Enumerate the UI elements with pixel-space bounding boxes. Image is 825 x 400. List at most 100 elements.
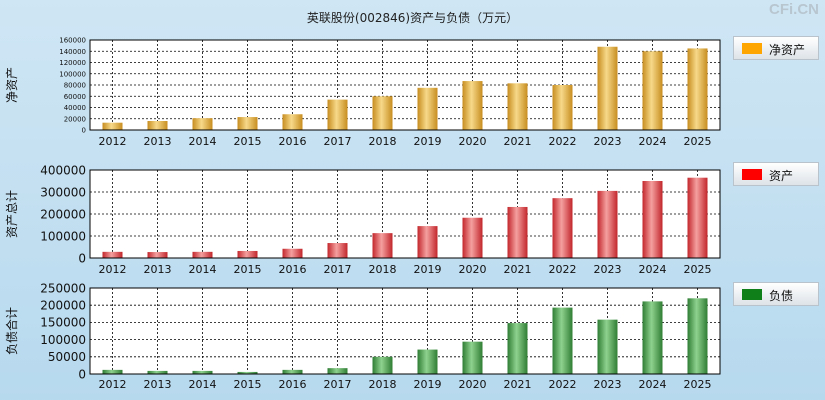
x-tick-label-liabilities: 2022 [549, 378, 577, 391]
y-axis-label-liabilities: 负债合计 [4, 307, 19, 355]
x-tick-label-assets: 2017 [324, 263, 352, 276]
bar-net-assets-2014 [192, 118, 213, 130]
y-tick-label-net-assets: 120000 [59, 59, 86, 67]
bar-net-assets-2013 [147, 121, 168, 130]
bar-assets-2014 [192, 251, 213, 258]
legend-liabilities: 负债 [733, 282, 819, 306]
x-tick-label-net-assets: 2017 [324, 135, 352, 148]
bar-net-assets-2019 [417, 87, 438, 130]
bar-net-assets-2020 [462, 81, 483, 130]
x-tick-label-net-assets: 2014 [189, 135, 217, 148]
x-tick-label-liabilities: 2018 [369, 378, 397, 391]
x-tick-label-assets: 2014 [189, 263, 217, 276]
x-tick-label-assets: 2021 [504, 263, 532, 276]
bar-liabilities-2015 [237, 371, 258, 374]
x-tick-label-net-assets: 2020 [459, 135, 487, 148]
bar-liabilities-2014 [192, 370, 213, 374]
legend-label-net-assets: 净资产 [769, 43, 806, 57]
y-tick-label-assets: 400000 [40, 163, 86, 177]
bar-liabilities-2019 [417, 349, 438, 374]
bar-liabilities-2024 [642, 301, 663, 374]
x-tick-label-liabilities: 2025 [684, 378, 712, 391]
bar-net-assets-2021 [507, 83, 528, 130]
chart-title: 英联股份(002846)资产与负债（万元） [306, 11, 519, 25]
legend-swatch-net-assets [742, 43, 762, 54]
x-tick-label-assets: 2013 [144, 263, 172, 276]
y-tick-label-net-assets: 160000 [59, 37, 86, 45]
plot-area-assets [90, 170, 720, 258]
x-tick-label-assets: 2024 [639, 263, 667, 276]
bar-net-assets-2024 [642, 51, 663, 130]
bar-liabilities-2020 [462, 341, 483, 374]
bar-liabilities-2022 [552, 307, 573, 374]
x-tick-label-net-assets: 2024 [639, 135, 667, 148]
bar-assets-2019 [417, 226, 438, 258]
y-tick-label-net-assets: 20000 [64, 115, 86, 123]
x-tick-label-net-assets: 2018 [369, 135, 397, 148]
x-tick-label-liabilities: 2017 [324, 378, 352, 391]
legend-swatch-assets [742, 169, 762, 180]
plot-area-net-assets [90, 40, 720, 130]
bar-net-assets-2022 [552, 85, 573, 130]
x-tick-label-assets: 2020 [459, 263, 487, 276]
y-tick-label-liabilities: 50000 [48, 350, 86, 364]
plot-border-liabilities [89, 287, 721, 375]
y-tick-label-net-assets: 60000 [64, 93, 86, 101]
y-tick-label-assets: 200000 [40, 207, 86, 221]
y-tick-label-liabilities: 250000 [40, 281, 86, 295]
y-tick-label-net-assets: 80000 [64, 82, 86, 90]
y-tick-label-assets: 300000 [40, 185, 86, 199]
y-tick-label-net-assets: 40000 [64, 104, 86, 112]
x-tick-label-liabilities: 2024 [639, 378, 667, 391]
bar-net-assets-2017 [327, 99, 348, 130]
bar-assets-2022 [552, 198, 573, 258]
x-tick-label-liabilities: 2014 [189, 378, 217, 391]
y-tick-label-liabilities: 150000 [40, 316, 86, 330]
x-tick-label-net-assets: 2012 [99, 135, 127, 148]
legend-net-assets: 净资产 [733, 36, 819, 60]
y-axis-label-net-assets: 净资产 [5, 67, 19, 103]
plot-area-liabilities [90, 288, 720, 374]
bar-net-assets-2012 [102, 122, 123, 130]
y-tick-label-assets: 100000 [40, 229, 86, 243]
bar-liabilities-2018 [372, 356, 393, 374]
y-tick-label-net-assets: 100000 [59, 70, 86, 78]
bar-liabilities-2013 [147, 370, 168, 374]
bar-assets-2025 [687, 177, 708, 258]
x-tick-label-liabilities: 2016 [279, 378, 307, 391]
x-tick-label-assets: 2023 [594, 263, 622, 276]
bar-assets-2015 [237, 250, 258, 258]
x-tick-label-assets: 2015 [234, 263, 262, 276]
x-tick-label-liabilities: 2019 [414, 378, 442, 391]
bar-assets-2020 [462, 217, 483, 258]
plot-border-net-assets [89, 39, 721, 131]
x-tick-label-liabilities: 2013 [144, 378, 172, 391]
x-tick-label-liabilities: 2023 [594, 378, 622, 391]
y-axis-label-assets: 资产总计 [5, 190, 19, 238]
bar-net-assets-2018 [372, 96, 393, 130]
bar-liabilities-2023 [597, 319, 618, 374]
legend-assets: 资产 [733, 162, 819, 186]
x-tick-label-net-assets: 2021 [504, 135, 532, 148]
plot-border-assets [89, 169, 721, 259]
x-tick-label-assets: 2016 [279, 263, 307, 276]
x-tick-label-net-assets: 2019 [414, 135, 442, 148]
y-tick-label-assets: 0 [78, 251, 86, 265]
x-tick-label-net-assets: 2013 [144, 135, 172, 148]
bar-net-assets-2025 [687, 48, 708, 130]
legend-swatch-liabilities [742, 289, 762, 300]
x-tick-label-liabilities: 2020 [459, 378, 487, 391]
bar-net-assets-2015 [237, 117, 258, 130]
watermark-logo: CFi.CN [769, 1, 819, 18]
x-tick-label-assets: 2022 [549, 263, 577, 276]
bar-assets-2021 [507, 206, 528, 258]
x-tick-label-assets: 2019 [414, 263, 442, 276]
x-tick-label-liabilities: 2012 [99, 378, 127, 391]
y-tick-label-liabilities: 200000 [40, 299, 86, 313]
y-tick-label-net-assets: 0 [82, 127, 86, 135]
x-tick-label-assets: 2018 [369, 263, 397, 276]
bar-assets-2023 [597, 190, 618, 258]
legend-label-assets: 资产 [769, 169, 794, 183]
y-tick-label-liabilities: 100000 [40, 333, 86, 347]
